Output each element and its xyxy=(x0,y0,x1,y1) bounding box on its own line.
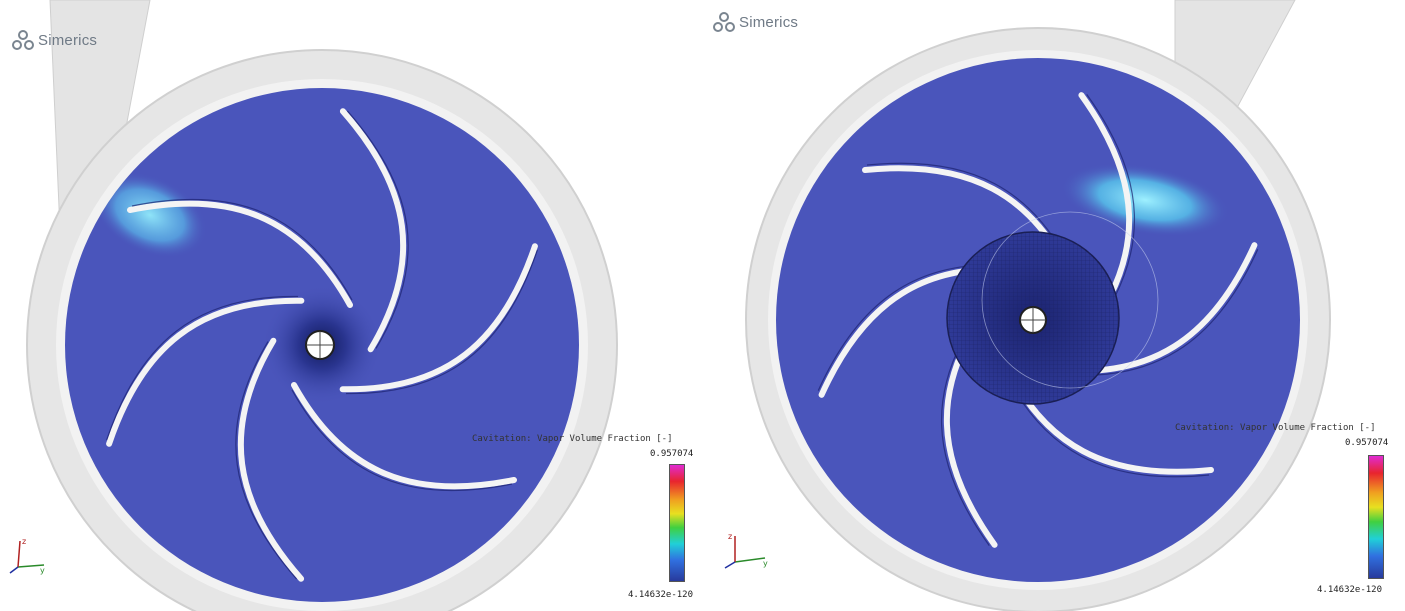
svg-text:z: z xyxy=(22,537,26,546)
svg-text:y: y xyxy=(763,559,768,568)
legend-title: Cavitation: Vapor Volume Fraction [-] xyxy=(472,434,673,444)
svg-text:z: z xyxy=(728,532,732,541)
legend-min-label: 4.14632e-120 xyxy=(1317,585,1383,595)
xyz-axes-icon: z y xyxy=(9,537,45,575)
xyz-axes-icon: z y xyxy=(724,532,768,569)
legend-color-bar xyxy=(1368,455,1384,579)
svg-text:y: y xyxy=(40,566,45,575)
right-simulation-panel: Simerics Cavitation: Vapor Volume Fracti… xyxy=(705,0,1405,611)
legend-min-label: 4.14632e-120 xyxy=(628,590,694,600)
legend-title: Cavitation: Vapor Volume Fraction [-] xyxy=(1175,423,1376,433)
legend-max-label: 0.957074 xyxy=(650,449,694,459)
right-impeller-render xyxy=(745,0,1331,611)
simerics-logo: Simerics xyxy=(12,30,97,50)
left-simulation-panel: Simerics Cavitation: Vapor Volume Fracti… xyxy=(0,0,700,611)
panel-divider xyxy=(700,0,705,611)
logo-text: Simerics xyxy=(38,31,98,49)
legend-max-label: 0.957074 xyxy=(1345,438,1389,448)
left-impeller-render xyxy=(26,0,618,611)
simerics-logo-icon xyxy=(713,12,735,32)
impeller-blades xyxy=(106,108,538,582)
logo-text: Simerics xyxy=(739,13,799,31)
simerics-logo: Simerics xyxy=(713,12,798,32)
legend-color-bar xyxy=(669,464,685,582)
simerics-logo-icon xyxy=(12,30,34,50)
vapor-region xyxy=(93,172,207,258)
